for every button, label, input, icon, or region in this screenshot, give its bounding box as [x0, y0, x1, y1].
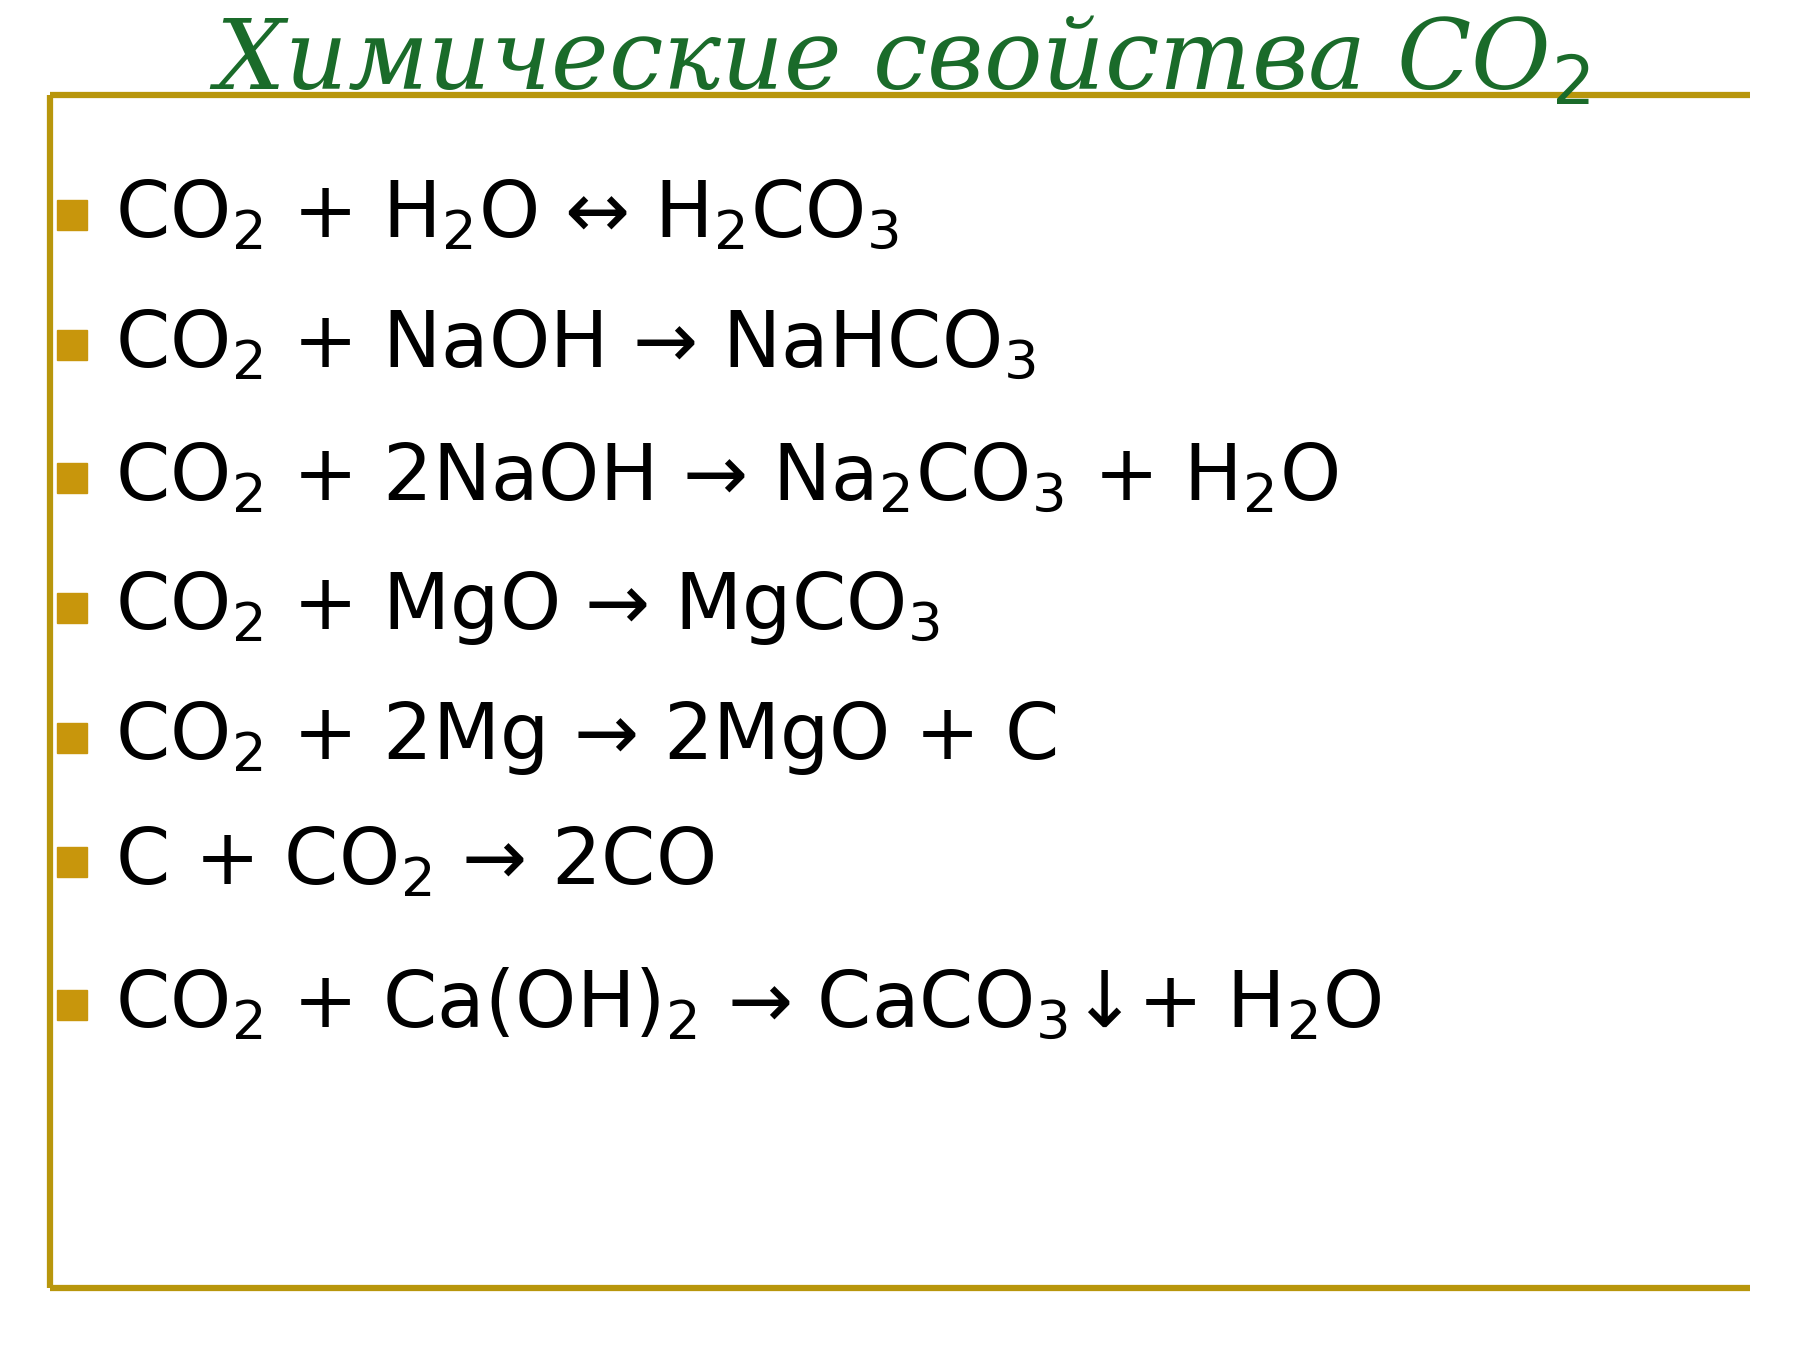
Text: CO$_2$ + H$_2$O ↔ H$_2$CO$_3$: CO$_2$ + H$_2$O ↔ H$_2$CO$_3$ — [115, 177, 898, 252]
Text: CO$_2$ + MgO → MgCO$_3$: CO$_2$ + MgO → MgCO$_3$ — [115, 568, 940, 647]
FancyBboxPatch shape — [58, 990, 86, 1021]
FancyBboxPatch shape — [58, 593, 86, 622]
FancyBboxPatch shape — [58, 846, 86, 878]
Text: CO$_2$ + NaOH → NaHCO$_3$: CO$_2$ + NaOH → NaHCO$_3$ — [115, 306, 1035, 383]
FancyBboxPatch shape — [58, 200, 86, 230]
Text: CO$_2$ + Ca(OH)$_2$ → CaCO$_3$↓+ H$_2$O: CO$_2$ + Ca(OH)$_2$ → CaCO$_3$↓+ H$_2$O — [115, 967, 1382, 1044]
Text: C + CO$_2$ → 2CO: C + CO$_2$ → 2CO — [115, 824, 715, 900]
FancyBboxPatch shape — [58, 724, 86, 753]
Text: CO$_2$ + 2Mg → 2MgO + C: CO$_2$ + 2Mg → 2MgO + C — [115, 699, 1057, 778]
Text: Химические свойства CO$_2$: Химические свойства CO$_2$ — [209, 15, 1591, 109]
FancyBboxPatch shape — [58, 329, 86, 360]
FancyBboxPatch shape — [58, 463, 86, 493]
Text: CO$_2$ + 2NaOH → Na$_2$CO$_3$ + H$_2$O: CO$_2$ + 2NaOH → Na$_2$CO$_3$ + H$_2$O — [115, 440, 1337, 516]
